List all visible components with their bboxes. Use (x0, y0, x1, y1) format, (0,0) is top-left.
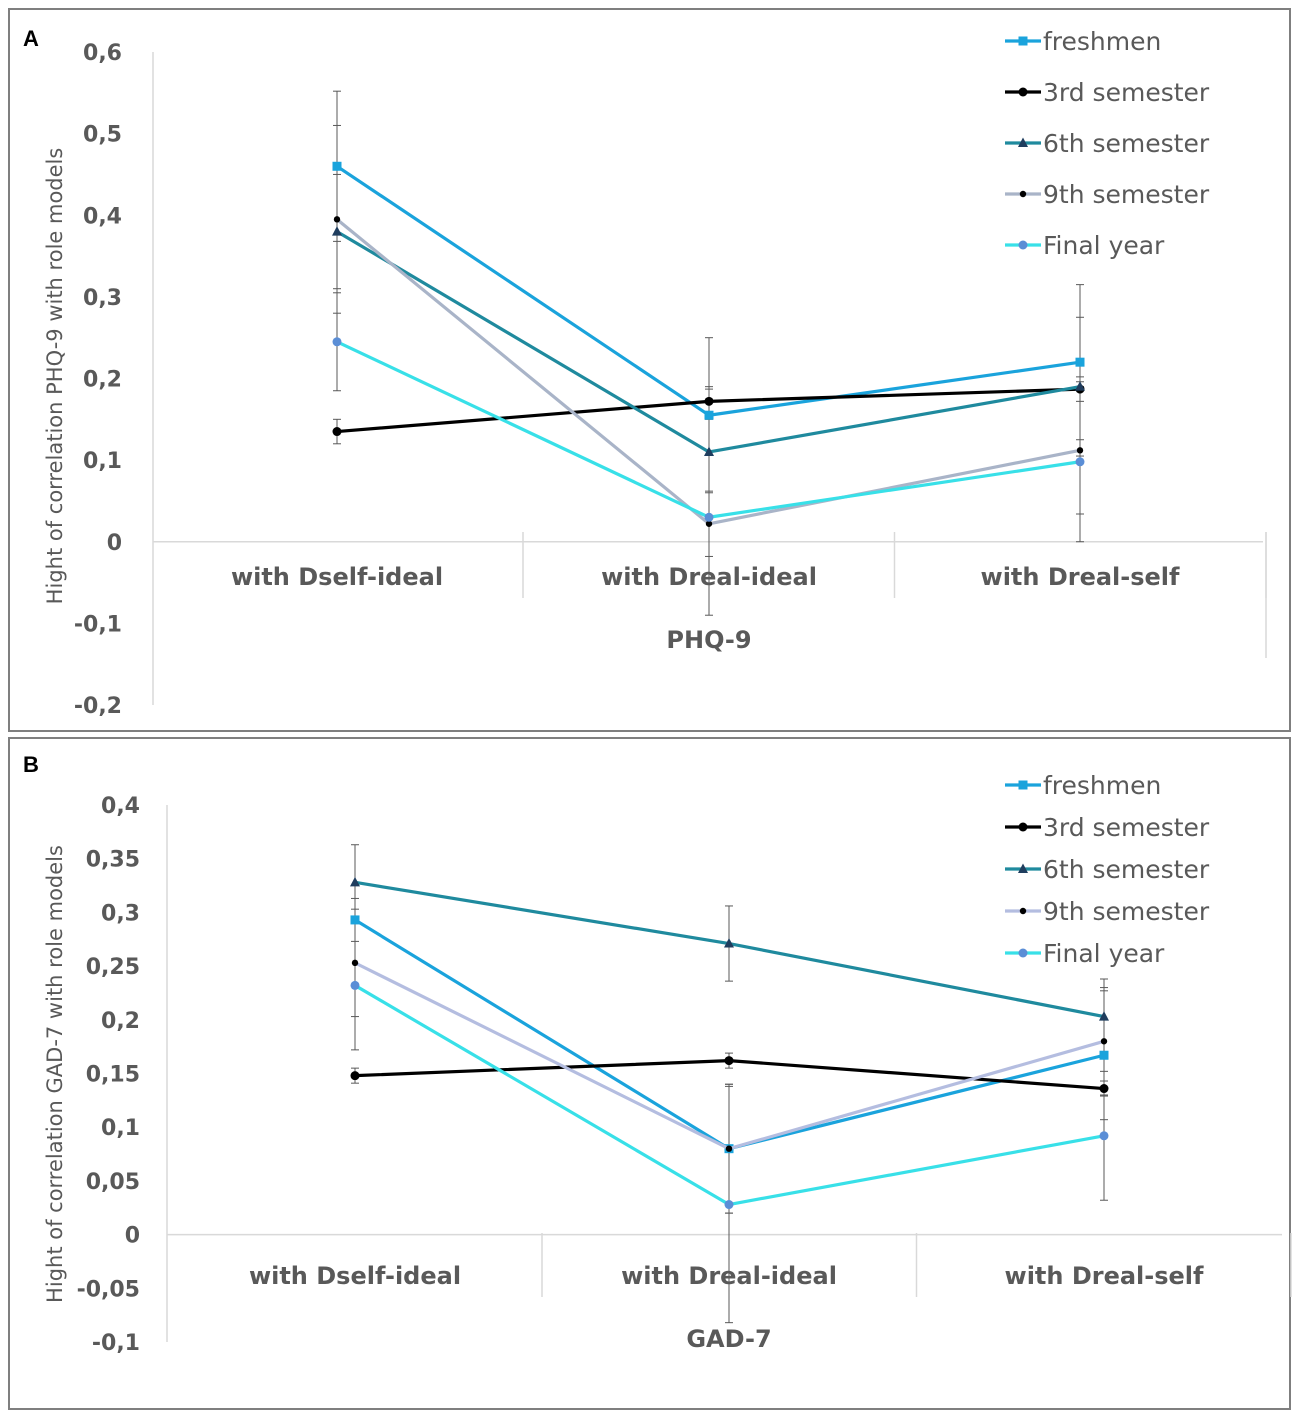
chart-a: A 0,6 0,5 0,4 0,3 0,2 0,1 0 -0,1 -0,2 with Dself-i… (23, 26, 1267, 719)
chart-b-data-point-9th-semester (1100, 1038, 1108, 1045)
chart-b-y-tick-label: 0 (125, 1224, 140, 1249)
chart-a-data-point-freshmen (1075, 357, 1085, 367)
chart-a-y-tick-label: 0,1 (83, 449, 122, 474)
chart-b-y-tick-label: -0,1 (92, 1331, 140, 1356)
chart-a-legend-marker-final-year (1018, 240, 1028, 250)
chart-a-x-axis-title: PHQ-9 (666, 626, 751, 654)
chart-b-data-point-3rd-semester (350, 1071, 360, 1081)
chart-b-data-point-9th-semester (351, 959, 359, 967)
chart-b-legend-marker-9th-semester (1019, 907, 1027, 915)
chart-b-y-axis-title: Hight of correlation GAD-7 with role mod… (43, 845, 67, 1303)
chart-a-data-point-3rd-semester (332, 427, 342, 437)
chart-a-data-point-6th-semester (704, 446, 714, 456)
chart-a-legend-marker-3rd-semester (1018, 87, 1028, 97)
chart-a-legend-marker-6th-semester (1018, 137, 1028, 147)
chart-b: B 0,4 0,35 0,3 0,25 0,2 0,15 0,1 0,05 0 -0,05 -0,1 w… (23, 752, 1292, 1356)
chart-b-data-point-6th-semester (1099, 1011, 1109, 1021)
chart-a-panel-letter: A (23, 26, 39, 51)
chart-b-y-tick-label: 0,3 (101, 901, 140, 926)
chart-b-panel-letter: B (23, 752, 39, 777)
chart-b-data-point-6th-semester (724, 938, 734, 948)
panel-a: A 0,6 0,5 0,4 0,3 0,2 0,1 0 -0,1 -0,2 with Dself-i… (8, 8, 1291, 732)
chart-b-legend-label-6th-semester: 6th semester (1043, 855, 1210, 884)
chart-a-data-point-6th-semester (1075, 381, 1085, 391)
chart-b-data-point-final-year (724, 1200, 734, 1210)
chart-b-y-tick-label: 0,15 (86, 1063, 140, 1088)
chart-b-legend-label-9th-semester: 9th semester (1043, 897, 1210, 926)
chart-a-legend-label-9th-semester: 9th semester (1043, 180, 1210, 209)
chart-a-data-point-final-year (1075, 457, 1085, 467)
chart-a-y-tick-label: 0,5 (83, 123, 122, 148)
chart-b-y-tick-label: 0,35 (86, 848, 140, 873)
chart-b-legend-marker-3rd-semester (1018, 822, 1028, 832)
chart-a-legend-label-final-year: Final year (1043, 231, 1165, 260)
chart-b-data-point-freshmen (1099, 1050, 1109, 1060)
chart-b-data-point-6th-semester (350, 876, 360, 887)
chart-a-data-point-9th-semester (705, 520, 713, 527)
chart-a-legend-marker-9th-semester (1019, 190, 1027, 198)
chart-a-legend-label-3rd-semester: 3rd semester (1043, 78, 1210, 107)
chart-b-x-axis-title: GAD-7 (686, 1325, 771, 1353)
chart-b-legend-label-3rd-semester: 3rd semester (1043, 813, 1210, 842)
chart-a-y-tick-label: 0,3 (83, 286, 122, 311)
chart-a-category-label: with Dself-ideal (231, 563, 443, 591)
chart-b-legend-label-freshmen: freshmen (1043, 771, 1161, 800)
chart-b-y-tick-label: 0,05 (86, 1170, 140, 1195)
chart-a-y-tick-label: 0,4 (83, 204, 122, 229)
chart-b-data-point-freshmen (350, 915, 360, 925)
chart-a-data-point-freshmen (704, 410, 714, 420)
chart-b-category-label: with Dreal-self (1005, 1262, 1205, 1290)
panel-b: B 0,4 0,35 0,3 0,25 0,2 0,15 0,1 0,05 0 -0,05 -0,1 w… (8, 737, 1292, 1410)
chart-b-legend-marker-6th-semester (1018, 863, 1028, 873)
chart-a-y-tick-label: -0,2 (74, 694, 122, 719)
chart-b-y-tick-label: 0,25 (86, 955, 140, 980)
chart-a-category-label: with Dreal-self (981, 563, 1181, 591)
chart-b-data-point-9th-semester (725, 1145, 733, 1152)
chart-b-data-point-3rd-semester (1099, 1084, 1109, 1094)
chart-a-legend-label-6th-semester: 6th semester (1043, 129, 1210, 158)
chart-b-legend-label-final-year: Final year (1043, 939, 1165, 968)
chart-b-data-point-3rd-semester (724, 1056, 734, 1066)
chart-a-data-point-final-year (704, 512, 714, 522)
chart-a-data-point-6th-semester (332, 226, 342, 236)
chart-a-legend-label-freshmen: freshmen (1043, 27, 1161, 56)
chart-b-data-point-final-year (1099, 1131, 1109, 1141)
chart-a-data-point-freshmen (332, 161, 342, 171)
chart-b-category-label: with Dself-ideal (249, 1262, 461, 1290)
chart-a-data-point-9th-semester (1076, 447, 1084, 454)
chart-b-legend-marker-final-year (1018, 948, 1028, 958)
chart-b-y-tick-label: 0,4 (101, 794, 140, 819)
chart-a-y-tick-label: 0,6 (83, 41, 122, 66)
chart-a-data-point-3rd-semester (704, 396, 714, 406)
chart-b-y-tick-label: -0,05 (77, 1277, 140, 1302)
chart-a-y-tick-label: -0,1 (74, 612, 122, 637)
chart-b-data-point-final-year (350, 980, 360, 990)
chart-a-y-axis-title: Hight of correlation PHQ-9 with role mod… (43, 148, 67, 605)
chart-a-data-point-final-year (332, 337, 342, 347)
chart-a-data-point-9th-semester (333, 216, 341, 223)
chart-a-legend-marker-freshmen (1018, 36, 1028, 46)
chart-b-legend-marker-freshmen (1018, 780, 1028, 790)
chart-b-y-tick-label: 0,1 (101, 1116, 140, 1141)
chart-a-y-tick-label: 0,2 (83, 368, 122, 393)
chart-b-y-tick-label: 0,2 (101, 1009, 140, 1034)
chart-a-y-tick-label: 0 (107, 531, 122, 556)
